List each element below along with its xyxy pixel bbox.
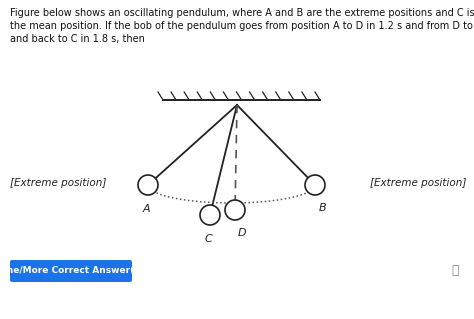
- Circle shape: [305, 175, 325, 195]
- Circle shape: [200, 205, 220, 225]
- Text: A: A: [142, 204, 150, 214]
- Text: ⓘ: ⓘ: [451, 263, 459, 277]
- FancyBboxPatch shape: [10, 260, 132, 282]
- Circle shape: [138, 175, 158, 195]
- Text: [Extreme position]: [Extreme position]: [370, 178, 466, 188]
- Circle shape: [225, 200, 245, 220]
- Text: One/More Correct Answer(s): One/More Correct Answer(s): [0, 266, 143, 276]
- Text: [Extreme position]: [Extreme position]: [10, 178, 106, 188]
- Text: D: D: [238, 228, 246, 238]
- Text: Figure below shows an oscillating pendulum, where A and B are the extreme positi: Figure below shows an oscillating pendul…: [10, 8, 474, 44]
- Text: B: B: [319, 203, 327, 213]
- Text: C: C: [204, 234, 212, 244]
